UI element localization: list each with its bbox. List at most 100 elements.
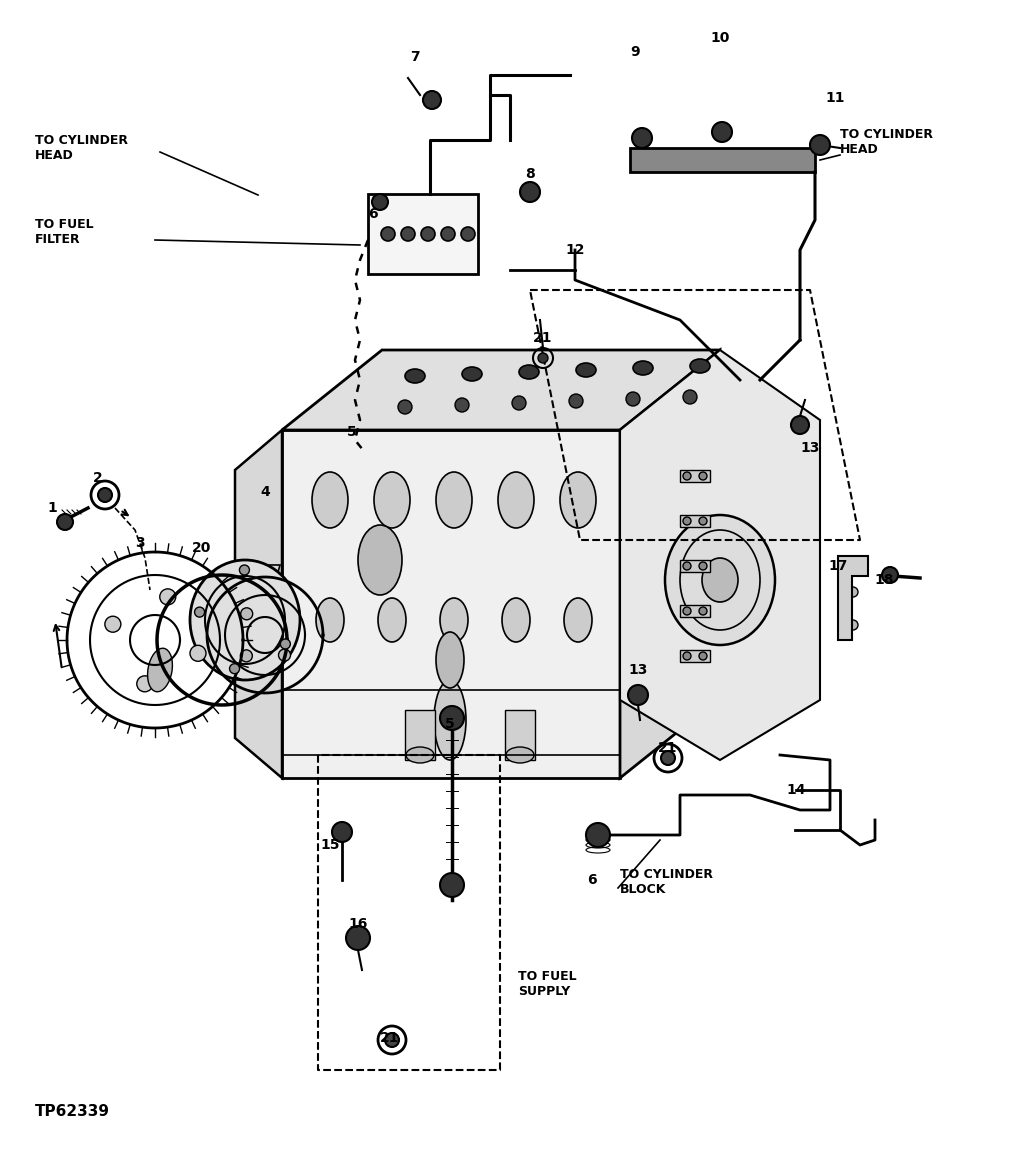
Circle shape [441, 227, 455, 241]
Text: 17: 17 [827, 559, 847, 573]
Polygon shape [620, 350, 719, 778]
Ellipse shape [506, 747, 534, 763]
Circle shape [520, 181, 540, 202]
Text: 5: 5 [347, 424, 357, 438]
Circle shape [384, 1033, 398, 1047]
Circle shape [791, 416, 808, 434]
Text: 11: 11 [824, 91, 844, 105]
Circle shape [57, 514, 73, 530]
Ellipse shape [434, 680, 465, 759]
Text: TO CYLINDER
HEAD: TO CYLINDER HEAD [839, 128, 932, 156]
Circle shape [240, 565, 249, 575]
Bar [368, 194, 477, 274]
Ellipse shape [404, 369, 425, 383]
Text: 8: 8 [525, 167, 535, 181]
Ellipse shape [436, 472, 471, 528]
Ellipse shape [315, 598, 344, 642]
Circle shape [241, 608, 253, 620]
Ellipse shape [190, 561, 299, 680]
Text: 21: 21 [533, 331, 552, 345]
Ellipse shape [440, 598, 467, 642]
Text: 6: 6 [368, 207, 377, 221]
Text: 16: 16 [348, 916, 367, 932]
Bar [679, 470, 710, 481]
Ellipse shape [690, 359, 710, 373]
Bar [630, 148, 814, 172]
Text: 12: 12 [565, 243, 584, 257]
Circle shape [280, 638, 290, 649]
Text: 14: 14 [786, 783, 805, 797]
Circle shape [699, 607, 707, 615]
Polygon shape [250, 565, 280, 583]
Polygon shape [235, 430, 282, 778]
Circle shape [440, 873, 463, 897]
Text: 7: 7 [409, 50, 420, 64]
Bar [404, 709, 435, 759]
Circle shape [455, 398, 468, 412]
Bar [679, 561, 710, 572]
Circle shape [194, 607, 204, 618]
Bar [679, 515, 710, 527]
Ellipse shape [575, 363, 595, 377]
Circle shape [568, 394, 582, 408]
Ellipse shape [497, 472, 534, 528]
Text: 5: 5 [445, 718, 454, 732]
Circle shape [847, 620, 857, 630]
Text: TP62339: TP62339 [35, 1105, 110, 1120]
Ellipse shape [358, 525, 401, 595]
Circle shape [423, 91, 441, 109]
Text: 13: 13 [628, 663, 647, 677]
Circle shape [372, 194, 387, 211]
Circle shape [682, 607, 691, 615]
Circle shape [632, 128, 651, 148]
Circle shape [682, 562, 691, 570]
Text: TO CYLINDER
BLOCK: TO CYLINDER BLOCK [620, 868, 713, 896]
Circle shape [380, 227, 394, 241]
Circle shape [160, 588, 176, 605]
Circle shape [809, 135, 829, 155]
Circle shape [136, 676, 153, 692]
Ellipse shape [374, 472, 409, 528]
Ellipse shape [311, 472, 348, 528]
Circle shape [585, 823, 610, 847]
Polygon shape [620, 350, 819, 759]
Text: 3: 3 [135, 536, 145, 550]
Polygon shape [837, 556, 867, 640]
Circle shape [240, 650, 252, 662]
Circle shape [699, 562, 707, 570]
Ellipse shape [501, 598, 530, 642]
Bar [504, 709, 535, 759]
Ellipse shape [436, 632, 463, 688]
Circle shape [847, 587, 857, 597]
Polygon shape [282, 350, 719, 430]
Circle shape [346, 926, 370, 950]
Text: 1: 1 [48, 501, 57, 515]
Ellipse shape [702, 558, 737, 602]
Circle shape [682, 652, 691, 659]
Ellipse shape [559, 472, 595, 528]
Circle shape [699, 652, 707, 659]
Circle shape [847, 563, 857, 573]
Circle shape [699, 518, 707, 525]
Text: 4: 4 [260, 485, 270, 499]
Circle shape [421, 227, 435, 241]
Circle shape [440, 706, 463, 730]
Ellipse shape [148, 648, 172, 692]
Circle shape [699, 472, 707, 480]
Text: 15: 15 [319, 839, 340, 852]
Text: 6: 6 [586, 873, 596, 887]
Text: 21: 21 [657, 741, 677, 755]
Circle shape [229, 664, 240, 673]
Circle shape [538, 354, 548, 363]
Text: 18: 18 [874, 573, 893, 587]
Circle shape [98, 488, 112, 502]
Ellipse shape [378, 598, 405, 642]
Ellipse shape [519, 365, 539, 379]
Circle shape [712, 122, 731, 142]
Circle shape [512, 395, 526, 411]
Circle shape [278, 649, 290, 661]
Circle shape [400, 227, 415, 241]
Bar [679, 650, 710, 662]
Circle shape [332, 822, 352, 842]
Circle shape [660, 751, 674, 765]
